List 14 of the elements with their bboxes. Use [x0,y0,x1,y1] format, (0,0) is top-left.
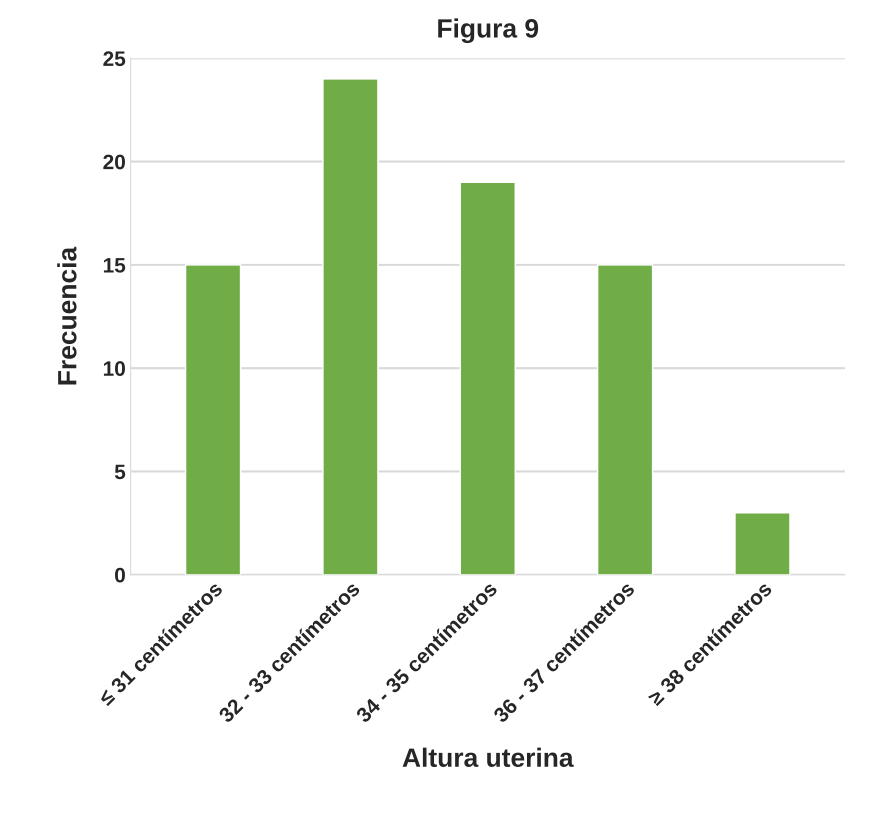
y-axis-title: Frecuencia [57,246,77,384]
y-tick-label: 15 [104,258,126,273]
bar [184,264,242,575]
bar [596,264,654,575]
y-tick-label: 25 [103,51,126,66]
y-tick-label: 0 [115,568,125,583]
chart-title: Figura 9 [438,18,538,44]
x-axis-title: Altura uterina [402,748,574,768]
y-tick-label: 10 [104,361,125,376]
y-tick-label: 5 [114,464,126,480]
bar [322,78,379,575]
bar [460,182,516,575]
y-tick-label: 20 [103,154,125,170]
bar [734,512,791,575]
